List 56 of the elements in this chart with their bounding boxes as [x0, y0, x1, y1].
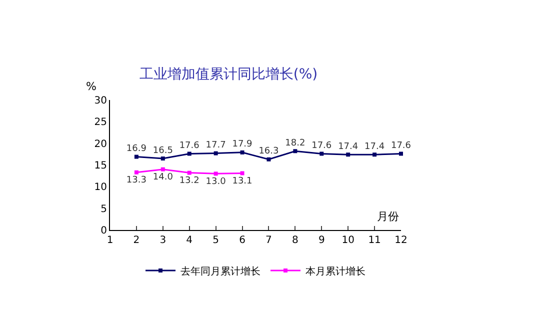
- data-label: 17.7: [206, 140, 226, 151]
- x-tick-label: 9: [318, 235, 325, 246]
- x-tick-label: 3: [160, 235, 166, 246]
- legend-label: 本月累计增长: [306, 265, 366, 278]
- point: [134, 170, 138, 174]
- x-tick-label: 11: [368, 235, 381, 246]
- point: [187, 170, 192, 175]
- data-label: 14.0: [152, 172, 174, 183]
- x-tick-label: 12: [394, 235, 408, 246]
- x-axis-title: 月份: [377, 210, 399, 223]
- x-tick-label: 6: [239, 235, 246, 246]
- x-tick-label: 2: [133, 235, 140, 246]
- data-label: 17.6: [179, 140, 200, 151]
- y-tick-label: 10: [94, 182, 107, 194]
- point: [293, 149, 298, 154]
- x-tick-label: 5: [212, 235, 220, 246]
- x-tick-label: 4: [186, 235, 193, 246]
- data-label: 17.4: [364, 142, 385, 152]
- data-label: 17.6: [390, 140, 412, 151]
- y-tick-label: 25: [94, 117, 107, 128]
- point: [134, 154, 138, 159]
- data-label: 18.2: [285, 138, 306, 148]
- point: [214, 172, 218, 176]
- data-label: 17.4: [338, 142, 358, 152]
- y-tick-label: 30: [94, 96, 107, 106]
- x-tick-label: 8: [292, 235, 298, 246]
- point: [372, 152, 377, 157]
- chart-title: 工业增加值累计同比增长(%): [139, 66, 318, 83]
- point: [214, 151, 218, 156]
- point: [320, 152, 324, 156]
- y-axis-title: %: [86, 80, 96, 93]
- data-label: 13.3: [126, 176, 146, 186]
- data-label: 17.6: [312, 140, 332, 151]
- data-label: 13.1: [232, 176, 252, 186]
- point: [346, 152, 350, 157]
- legend-label: 去年同月累计增长: [180, 265, 260, 278]
- data-label: 16.3: [258, 146, 279, 157]
- data-label: 16.9: [126, 144, 147, 154]
- point: [240, 171, 244, 176]
- x-tick-label: 7: [266, 235, 272, 246]
- point: [160, 167, 165, 172]
- x-tick-label: 1: [106, 235, 114, 246]
- point: [160, 156, 165, 160]
- point: [266, 157, 271, 162]
- y-tick-label: 15: [94, 160, 107, 172]
- x-tick-label: 10: [342, 235, 354, 246]
- y-tick-label: 5: [100, 204, 107, 215]
- y-tick-label: 20: [94, 138, 107, 150]
- data-label: 13.2: [179, 176, 200, 186]
- y-tick-label: 0: [100, 226, 107, 236]
- data-label: 13.0: [206, 176, 226, 187]
- point: [240, 150, 244, 154]
- point: [399, 152, 403, 156]
- data-label: 16.5: [152, 146, 173, 156]
- point: [187, 152, 192, 156]
- data-label: 17.9: [232, 140, 253, 150]
